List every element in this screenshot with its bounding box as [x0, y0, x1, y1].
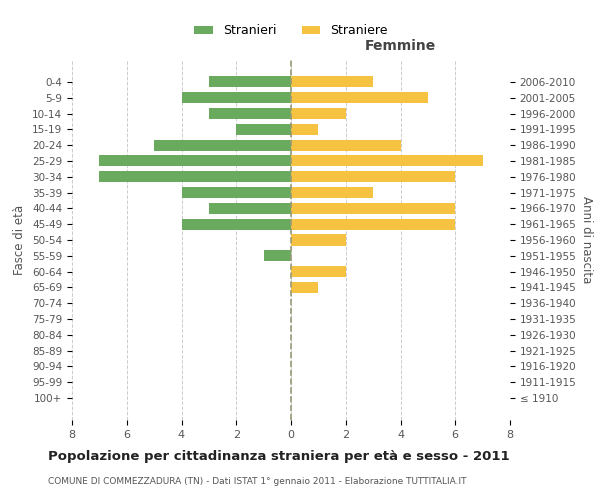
Bar — [291, 92, 428, 103]
Bar — [236, 124, 291, 135]
Bar — [209, 76, 291, 88]
Bar — [209, 203, 291, 214]
Bar — [209, 108, 291, 119]
Bar — [291, 156, 482, 166]
Bar — [291, 171, 455, 182]
Text: COMUNE DI COMMEZZADURA (TN) - Dati ISTAT 1° gennaio 2011 - Elaborazione TUTTITAL: COMUNE DI COMMEZZADURA (TN) - Dati ISTAT… — [48, 478, 467, 486]
Text: Popolazione per cittadinanza straniera per età e sesso - 2011: Popolazione per cittadinanza straniera p… — [48, 450, 509, 463]
Bar — [182, 218, 291, 230]
Bar — [291, 124, 319, 135]
Y-axis label: Anni di nascita: Anni di nascita — [580, 196, 593, 284]
Bar — [154, 140, 291, 150]
Bar — [291, 140, 401, 150]
Y-axis label: Fasce di età: Fasce di età — [13, 205, 26, 275]
Bar — [291, 234, 346, 246]
Bar — [291, 187, 373, 198]
Text: Femmine: Femmine — [365, 39, 436, 53]
Bar — [291, 266, 346, 277]
Legend: Stranieri, Straniere: Stranieri, Straniere — [189, 20, 393, 42]
Bar — [182, 92, 291, 103]
Bar — [182, 187, 291, 198]
Bar — [100, 156, 291, 166]
Bar — [291, 108, 346, 119]
Bar — [291, 282, 319, 293]
Bar — [291, 203, 455, 214]
Bar — [100, 171, 291, 182]
Bar — [263, 250, 291, 262]
Bar — [291, 218, 455, 230]
Bar — [291, 76, 373, 88]
